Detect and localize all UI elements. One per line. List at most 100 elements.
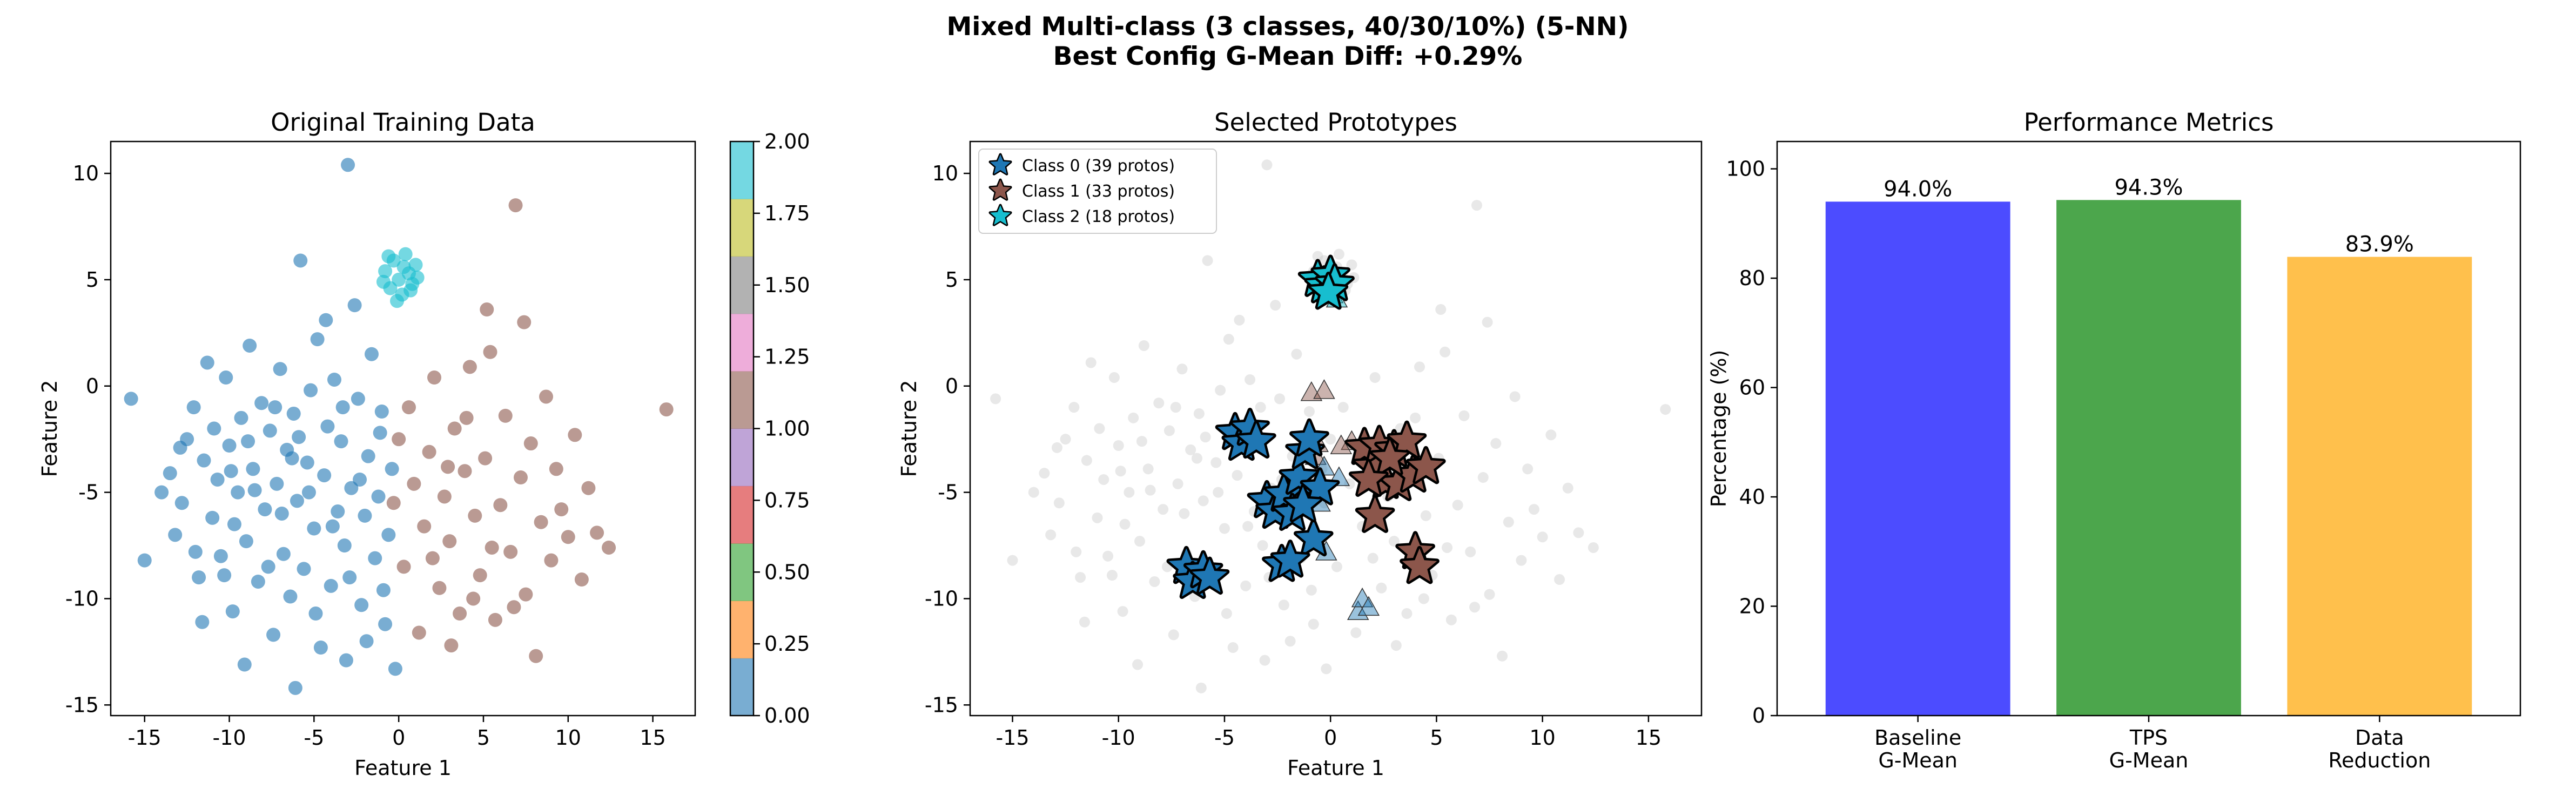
background-point [1388,536,1400,547]
class-1-point [478,451,493,466]
class-0-point [188,544,203,559]
metric-bar [2056,200,2241,716]
class-0-point [285,451,299,466]
background-point [1219,523,1230,534]
class-1-point [561,530,575,544]
background-point [1261,159,1273,171]
class-1-point [539,389,554,404]
class-1-point [549,462,563,476]
class-0-point [268,400,283,415]
class-1-prototype-star [1406,446,1446,484]
legend-star-icon [988,153,1012,176]
background-point [1562,482,1573,494]
class-0-point [219,370,233,385]
background-point [1039,468,1050,479]
axes-title: Selected Prototypes [1214,108,1457,137]
class-2-point [392,272,406,287]
background-point [1445,614,1457,625]
background-point [1497,650,1508,662]
class-0-point [354,598,369,612]
class-0-point [341,158,355,172]
class-1-point [396,560,411,574]
x-tick-label: 15 [640,726,665,750]
class-0-point [174,496,189,510]
background-point [1418,593,1429,604]
colorbar-tick-label: 0.75 [764,488,810,512]
y-tick-label: 5 [945,268,958,292]
background-point [1221,608,1232,619]
class-1-point [459,410,474,425]
class-0-point [374,405,389,419]
background-point [1081,455,1092,466]
metric-bar [1825,201,2010,716]
background-point [1469,602,1481,613]
class-0-point [154,485,169,500]
class-1-prototype-star [1387,420,1427,459]
x-tick-label: -10 [212,726,246,750]
class-0-point [217,568,232,583]
class-0-point [137,553,152,568]
class-0-point [324,578,338,593]
y-tick-label: -10 [925,587,958,610]
y-tick-label: 10 [932,161,958,185]
class-1-point [659,402,674,417]
class-1-triangle [1313,379,1335,399]
background-point [1007,555,1018,566]
background-point [1234,314,1245,326]
class-1-point [468,508,482,523]
background-point [1227,642,1239,653]
class-1-point [386,496,401,510]
class-0-point [124,392,138,406]
class-0-point [234,410,248,425]
background-point [1115,466,1126,477]
background-point [1346,259,1357,271]
background-point [1045,529,1057,541]
y-tick-label: 0 [86,374,99,398]
background-point [1509,391,1521,402]
colorbar-segment [730,486,754,544]
background-point [1170,402,1181,413]
background-point [1442,542,1453,553]
class-0-point [254,396,269,410]
background-point [1124,487,1135,498]
x-tick-label: -5 [1214,726,1235,750]
background-point [1369,372,1381,383]
class-1-point [517,315,532,329]
background-point [1191,453,1202,464]
class-1-point [581,481,596,495]
class-0-point [300,455,314,470]
class-0-point [276,547,291,561]
background-point [1138,340,1149,351]
background-point [1179,508,1190,519]
colorbar-tick-label: 1.50 [764,273,810,297]
class-1-point [508,198,523,213]
class-1-prototype-star [1355,495,1395,533]
class-1-point [441,460,455,474]
class-0-point [351,392,365,406]
y-tick-label: -15 [65,693,99,717]
class-0-point [378,617,393,631]
class-1-point [458,464,472,478]
background-point [1367,552,1378,564]
x-tick-label: 0 [1324,726,1337,750]
class-1-prototype-star [1400,545,1440,584]
class-0-triangle [1357,596,1380,616]
class-0-prototype-star [1300,467,1340,506]
class-0-point [207,421,221,436]
class-0-point [297,562,311,576]
colorbar-segment [730,199,754,257]
x-tick-label: Data [2355,726,2404,750]
background-point [1545,429,1557,441]
class-1-point [485,540,499,555]
background-point [1232,470,1243,481]
background-point [1484,589,1495,600]
class-0-point [293,253,308,268]
colorbar-segment [730,428,754,487]
class-0-point [373,426,387,440]
class-1-point [513,470,528,485]
background-point [1198,495,1209,507]
background-point [1420,510,1431,521]
class-1-point [442,534,457,549]
class-0-point [266,628,281,642]
x-tick-label: 15 [1636,726,1662,750]
